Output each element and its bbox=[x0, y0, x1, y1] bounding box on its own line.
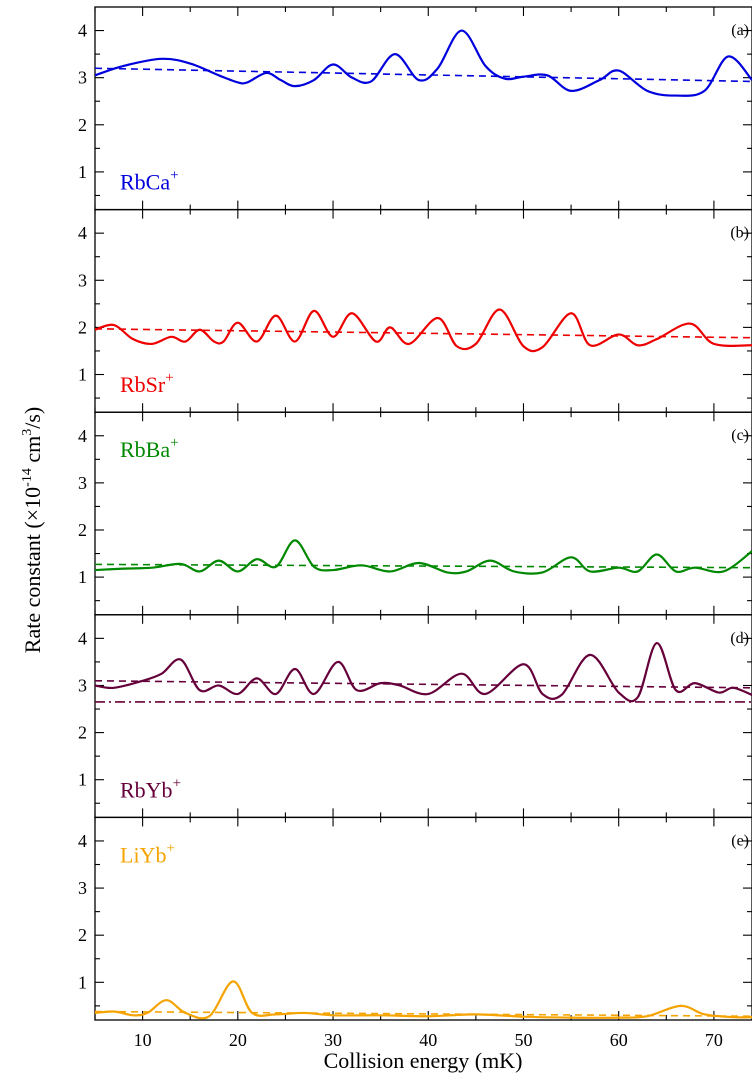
species-label-b: RbSr+ bbox=[120, 370, 174, 397]
panels-group: 1 2 3 4 (a) RbCa+ 1 2 3 4 (b) RbSr+ 1 2 3 4 (c) RbBa+ 1 2 3 4… bbox=[78, 6, 752, 1050]
y-tick-label: 1 bbox=[78, 162, 87, 182]
panel-frame-e bbox=[94, 816, 752, 1021]
series-b-dashed-line bbox=[95, 328, 752, 339]
species-label-c: RbBa+ bbox=[120, 435, 179, 462]
x-axis-title: Collision energy (mK) bbox=[324, 1048, 523, 1073]
series-c-solid-line bbox=[95, 539, 752, 575]
panel-d: 1 2 3 4 (d) RbYb+ bbox=[78, 614, 752, 819]
species-label-e: LiYb+ bbox=[120, 840, 175, 867]
y-tick-label: 1 bbox=[78, 567, 87, 587]
y-tick-label: 2 bbox=[78, 723, 87, 743]
panel-letter-a: (a) bbox=[731, 22, 749, 39]
species-label-d: RbYb+ bbox=[120, 775, 181, 802]
x-tick-label: 70 bbox=[705, 1030, 723, 1050]
x-tick-label: 20 bbox=[229, 1030, 247, 1050]
y-tick-label: 1 bbox=[78, 365, 87, 385]
y-tick-label: 1 bbox=[78, 770, 87, 790]
y-tick-label: 4 bbox=[78, 831, 87, 851]
y-tick-label: 4 bbox=[78, 426, 87, 446]
y-tick-label: 3 bbox=[78, 675, 87, 695]
y-tick-label: 2 bbox=[78, 317, 87, 337]
series-c-dashed-line bbox=[95, 563, 752, 569]
panel-letter-b: (b) bbox=[730, 225, 749, 242]
panel-a: 1 2 3 4 (a) RbCa+ bbox=[78, 6, 752, 211]
panel-frame-c bbox=[94, 411, 752, 616]
series-d-dashed-line bbox=[95, 679, 752, 689]
series-d-solid-line bbox=[95, 641, 752, 703]
series-e-dashed-line bbox=[95, 1010, 752, 1018]
series-a-solid-line bbox=[95, 29, 752, 97]
panel-frame-b bbox=[94, 208, 752, 413]
x-tick-label: 50 bbox=[514, 1030, 532, 1050]
y-tick-label: 3 bbox=[78, 473, 87, 493]
panel-b: 1 2 3 4 (b) RbSr+ bbox=[78, 208, 752, 413]
y-tick-label: 3 bbox=[78, 270, 87, 290]
y-tick-label: 2 bbox=[78, 115, 87, 135]
y-tick-label: 4 bbox=[78, 628, 87, 648]
y-tick-label: 3 bbox=[78, 878, 87, 898]
x-tick-label: 40 bbox=[419, 1030, 437, 1050]
series-b-solid-line bbox=[95, 308, 752, 353]
y-tick-label: 2 bbox=[78, 520, 87, 540]
series-e-solid-line bbox=[95, 980, 752, 1020]
panel-letter-e: (e) bbox=[731, 832, 749, 849]
panel-letter-c: (c) bbox=[731, 427, 749, 444]
y-tick-label: 4 bbox=[78, 223, 87, 243]
series-a-dashed-line bbox=[95, 67, 752, 83]
panel-c: 1 2 3 4 (c) RbBa+ bbox=[78, 411, 752, 616]
panel-frame-a bbox=[94, 6, 752, 211]
y-axis-title: Rate constant (×10-14 cm3/s) bbox=[20, 407, 45, 653]
species-label-a: RbCa+ bbox=[120, 168, 179, 195]
x-tick-label: 60 bbox=[610, 1030, 628, 1050]
panel-letter-d: (d) bbox=[730, 630, 749, 647]
x-tick-label: 10 bbox=[134, 1030, 152, 1050]
y-tick-label: 3 bbox=[78, 68, 87, 88]
panel-e: 1 2 3 4 (e) LiYb+ bbox=[78, 816, 752, 1021]
y-tick-label: 2 bbox=[78, 925, 87, 945]
y-tick-label: 4 bbox=[78, 21, 87, 41]
y-tick-label: 1 bbox=[78, 972, 87, 992]
x-tick-label: 30 bbox=[324, 1030, 342, 1050]
